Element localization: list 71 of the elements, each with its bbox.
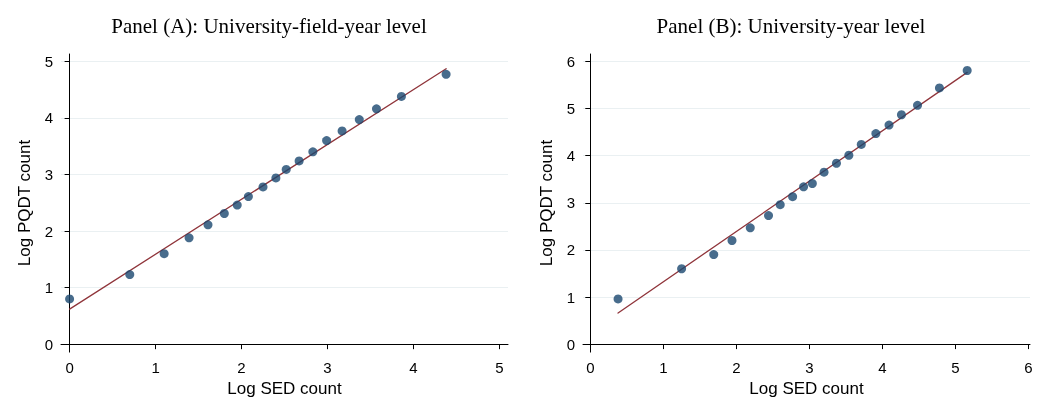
point	[709, 250, 719, 260]
point	[354, 115, 364, 125]
y-tick-label: 5	[566, 100, 575, 118]
point	[807, 179, 817, 188]
point	[962, 65, 972, 75]
x-tick-label: 0	[65, 359, 74, 377]
point	[913, 100, 923, 110]
y-tick-label: 2	[566, 241, 575, 259]
point	[764, 211, 774, 221]
x-tick-label: 4	[878, 359, 887, 377]
x-tick-label: 2	[237, 359, 246, 377]
y-tick-label: 2	[44, 222, 53, 240]
x-tick-label: 0	[586, 359, 595, 377]
point	[677, 264, 687, 274]
x-tick-label: 2	[732, 359, 741, 377]
point	[232, 200, 242, 210]
point	[884, 120, 894, 130]
y-tick-label: 4	[566, 147, 575, 165]
x-axis-title: Log SED count	[227, 379, 342, 398]
x-tick-label: 3	[805, 359, 814, 377]
point	[337, 126, 347, 136]
point	[871, 129, 881, 139]
point	[788, 192, 798, 202]
point	[371, 104, 381, 114]
point	[819, 167, 829, 177]
x-tick-label: 1	[151, 359, 160, 377]
point	[281, 164, 291, 174]
point	[613, 294, 623, 304]
point	[258, 182, 268, 192]
point	[219, 209, 229, 219]
y-tick-label: 5	[44, 52, 53, 70]
x-tick-label: 5	[495, 359, 504, 377]
point	[844, 150, 854, 160]
chart-title: Panel (B): University-year level	[656, 13, 926, 38]
point	[934, 83, 944, 93]
x-tick-label: 1	[659, 359, 668, 377]
y-axis-title: Log PQDT count	[537, 139, 556, 267]
point	[308, 147, 318, 157]
x-tick-label: 3	[323, 359, 332, 377]
y-tick-label: 0	[44, 335, 53, 353]
x-axis-title: Log SED count	[749, 379, 864, 398]
point	[745, 223, 755, 233]
point	[441, 69, 451, 79]
chart-title: Panel (A): University-field-year level	[111, 13, 427, 38]
point	[294, 156, 304, 166]
point	[271, 173, 281, 183]
y-tick-label: 3	[566, 194, 575, 212]
point	[396, 91, 406, 101]
point	[831, 158, 841, 168]
point	[775, 200, 785, 210]
point	[243, 192, 253, 202]
point	[65, 294, 75, 304]
y-tick-label: 0	[566, 335, 575, 353]
point	[125, 270, 135, 280]
y-tick-label: 6	[566, 53, 575, 71]
point	[896, 110, 906, 120]
point	[159, 249, 169, 259]
point	[184, 233, 194, 243]
y-tick-label: 4	[44, 109, 53, 127]
y-axis-title: Log PQDT count	[15, 139, 34, 267]
y-tick-label: 1	[566, 288, 575, 306]
x-tick-label: 5	[951, 359, 960, 377]
point	[856, 139, 866, 149]
x-tick-label: 4	[409, 359, 418, 377]
point	[727, 235, 737, 245]
y-tick-label: 3	[44, 165, 53, 183]
x-tick-label: 6	[1024, 359, 1033, 377]
point	[322, 136, 332, 146]
point	[799, 182, 809, 192]
y-tick-label: 1	[44, 279, 53, 297]
point	[203, 220, 213, 230]
